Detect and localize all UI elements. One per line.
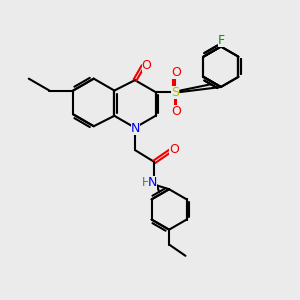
- Text: N: N: [131, 122, 140, 135]
- Text: F: F: [218, 34, 225, 46]
- Text: N: N: [148, 176, 158, 189]
- Text: H: H: [142, 176, 150, 189]
- Text: O: O: [171, 105, 181, 118]
- Text: S: S: [171, 85, 179, 98]
- Text: O: O: [169, 142, 179, 156]
- Text: O: O: [142, 59, 152, 73]
- Text: O: O: [171, 66, 181, 79]
